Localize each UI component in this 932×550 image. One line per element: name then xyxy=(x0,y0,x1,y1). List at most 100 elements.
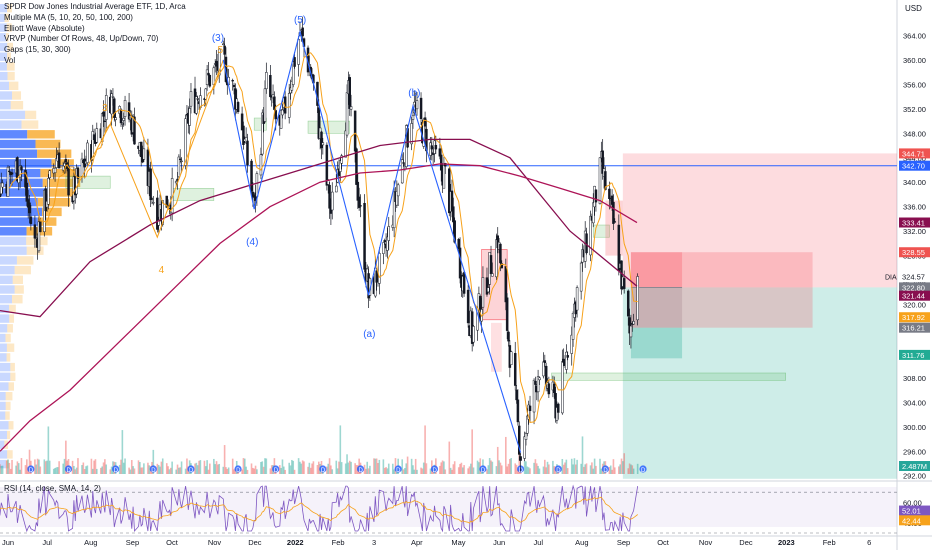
vp-row-up xyxy=(0,275,13,284)
volume-bar xyxy=(309,467,312,474)
volume-bar xyxy=(566,468,569,474)
vp-row-up xyxy=(0,207,43,217)
indicator-vrvp[interactable]: VRVP (Number Of Rows, 48, Up/Down, 70) xyxy=(4,34,159,44)
symbol-tag: DIA xyxy=(885,275,897,282)
volume-bar xyxy=(564,462,566,474)
vp-row-down xyxy=(12,91,22,100)
candle-body xyxy=(457,239,460,250)
volume-bar xyxy=(160,461,163,474)
candle-body xyxy=(47,178,50,205)
candle-body xyxy=(636,276,639,321)
price-tag-label: 322.80 xyxy=(902,283,925,292)
rsi-legend[interactable]: RSI (14, close, SMA, 14, 2) xyxy=(4,484,101,493)
volume-bar xyxy=(8,462,11,474)
rsi-tag-bg xyxy=(899,505,930,516)
candles xyxy=(0,16,639,472)
indicator-multiple-ma[interactable]: Multiple MA (5, 10, 20, 50, 100, 200) xyxy=(4,12,133,22)
price-axis-tick: 332.00 xyxy=(903,227,926,236)
time-axis-tick: 2023 xyxy=(778,538,795,547)
price-axis-tick: 320.00 xyxy=(903,301,926,310)
wave-label-5-major: (5) xyxy=(294,15,306,26)
candle-body xyxy=(509,351,513,365)
dividend-marker-label: D xyxy=(236,468,241,474)
indicator-volume[interactable]: Vol xyxy=(4,55,16,65)
volume-bar xyxy=(152,449,155,474)
volume-bar xyxy=(467,468,469,474)
candle-body xyxy=(419,97,423,119)
candle-body xyxy=(500,263,504,269)
indicator-gaps[interactable]: Gaps (15, 30, 300) xyxy=(4,45,71,55)
vp-row-up xyxy=(0,52,8,61)
candle-body xyxy=(236,102,240,112)
volume-bar xyxy=(65,440,67,474)
volume-bar xyxy=(100,467,102,474)
candle-body xyxy=(142,148,146,160)
volume-bar xyxy=(148,465,151,474)
volume-bar xyxy=(44,461,47,474)
volume-bar xyxy=(256,469,258,474)
volume-bar xyxy=(544,459,546,474)
indicator-elliott-wave[interactable]: Elliott Wave (Absolute) xyxy=(4,23,85,33)
vp-row-up xyxy=(0,343,7,352)
price-tag-label: 324.57 xyxy=(902,273,925,282)
time-axis-tick: Oct xyxy=(657,538,670,547)
candle-body xyxy=(273,96,276,110)
candle-body xyxy=(487,287,490,293)
vp-row-up xyxy=(0,421,9,430)
candle-body xyxy=(25,182,29,202)
vp-row-up xyxy=(0,430,7,440)
candle-body xyxy=(156,197,159,230)
wave-label-4-minor: 4 xyxy=(159,265,165,276)
vp-row-down xyxy=(35,139,61,149)
volume-bar xyxy=(39,466,42,474)
volume-bar xyxy=(471,429,473,474)
time-axis-tick: Nov xyxy=(208,538,222,547)
dividend-marker xyxy=(601,465,609,473)
volume-bar xyxy=(55,467,58,474)
volume-bar xyxy=(375,458,378,474)
short-stop-zone xyxy=(630,252,683,288)
time-axis-tick: Dec xyxy=(248,538,262,547)
volume-bar xyxy=(448,441,451,474)
volume-bar xyxy=(24,465,27,474)
volume-bar xyxy=(331,469,334,474)
volume-bar xyxy=(573,458,576,474)
volume-bar xyxy=(401,459,404,474)
time-axis-tick: Jun xyxy=(493,538,505,547)
volume-bar xyxy=(451,469,453,474)
volume-bar xyxy=(413,469,416,474)
volume-bar xyxy=(545,467,547,474)
volume-bar xyxy=(463,465,465,474)
vp-row-down xyxy=(51,159,74,168)
candle-body xyxy=(204,88,208,100)
candle-body xyxy=(205,69,209,85)
elliott-wave-minor xyxy=(72,59,224,239)
volume-bar xyxy=(608,466,611,474)
candle-body xyxy=(250,160,253,192)
volume-bar xyxy=(542,466,545,474)
volume-bar xyxy=(535,463,538,474)
candle-body xyxy=(119,109,123,124)
dividend-marker xyxy=(272,465,280,473)
volume-bar xyxy=(223,445,226,474)
volume-bar xyxy=(278,465,281,474)
candle-body xyxy=(622,278,626,289)
volume-bar xyxy=(194,463,196,474)
volume-bar xyxy=(264,458,266,474)
volume-bar xyxy=(195,462,198,474)
vp-row-up xyxy=(0,62,7,71)
volume-bar xyxy=(168,469,171,474)
price-axis-tick: 336.00 xyxy=(903,203,926,212)
candle-body xyxy=(452,206,455,223)
volume-bar xyxy=(591,462,593,474)
dividend-marker xyxy=(64,465,73,473)
volume-bar xyxy=(132,466,134,474)
chart-title[interactable]: SPDR Dow Jones Industrial Average ETF, 1… xyxy=(4,2,186,11)
volume-bar xyxy=(233,469,235,474)
volume-bar xyxy=(0,464,1,474)
volume-bar xyxy=(570,458,573,474)
volume-bar xyxy=(203,460,206,474)
time-axis-tick: Nov xyxy=(699,538,713,547)
